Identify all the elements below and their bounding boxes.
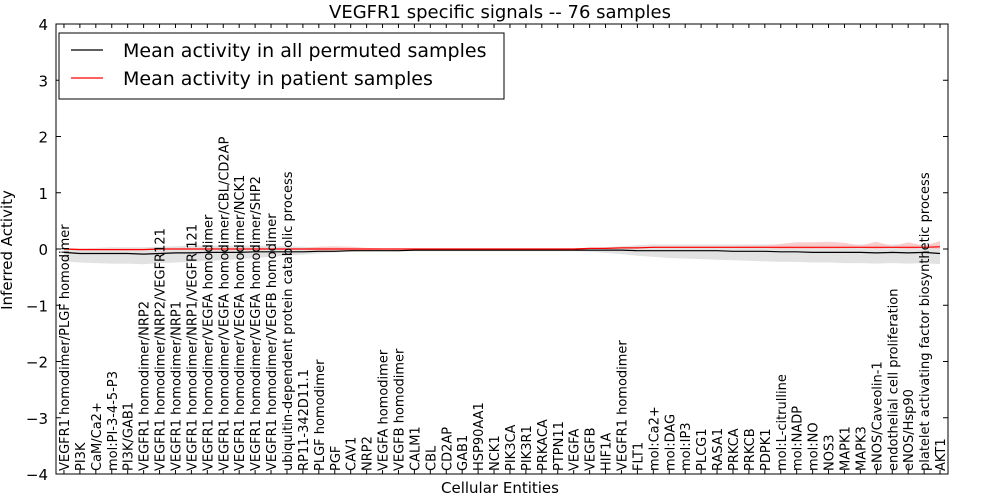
series-line-permuted [63,249,941,255]
x-tick-label: endothelial cell proliferation [886,289,901,472]
x-tick-label: mol:L-citrulline [775,374,790,471]
x-tick-label: PGF [329,446,344,471]
x-tick-label: mol:Ca2+ [647,406,662,471]
x-tick-label: NCK1 [488,435,503,471]
x-tick-label: VEGFR1 homodimer/VEGFB homodimer [265,213,280,471]
x-tick-label: VEGFR1 homodimer [616,340,631,471]
legend: Mean activity in all permuted samples Me… [58,32,505,100]
y-tick-label: −1 [26,297,48,315]
x-tick-label: HSP90AA1 [472,402,487,471]
x-tick-label: PDPK1 [759,429,774,472]
x-tick-label: RASA1 [711,428,726,471]
y-axis: −4 −3 −2 −1 0 1 2 3 4 [26,16,948,484]
y-tick-label: 0 [38,241,48,259]
x-tick-label: VEGFR1 homodimer/NRP2/VEGFR121 [154,228,169,471]
legend-label-patient: Mean activity in patient samples [123,68,433,90]
x-tick-label: CaM/Ca2+ [90,402,105,471]
y-tick-label: −4 [26,466,48,484]
x-tick-label: PI3K/GAB1 [122,402,137,471]
x-tick-label: VEGFR1 homodimer/VEGFA homodimer/SHP2 [249,176,264,471]
x-tick-label: PIK3CA [504,424,519,471]
x-axis-label: Cellular Entities [441,479,559,497]
x-tick-label: MAPK3 [854,426,869,471]
y-tick-label: 3 [38,72,48,90]
x-tick-label: mol:IP3 [679,422,694,471]
x-tick-label: VEGFR1 homodimer/NRP1 [170,301,185,471]
x-tick-label: VEGFR1 homodimer/NRP2 [138,301,153,471]
x-tick-label: mol:PI-3-4-5-P3 [106,371,121,471]
x-tick-label: VEGFA [568,429,583,471]
x-tick-label: CBL [424,445,439,471]
x-tick-label: VEGFA homodimer [377,349,392,471]
x-tick-label: PRKCB [743,428,758,471]
x-tick-label: VEGFB homodimer [393,348,408,471]
x-tick-label: AKT1 [934,438,949,471]
x-tick-label: CALM1 [408,426,423,471]
x-tick-label: mol:NO [807,422,822,471]
series-line-patient [63,246,941,251]
x-tick-label: CD2AP [440,427,455,471]
x-tick-label: VEGFR1 homodimer/VEGFA homodimer/NCK1 [233,175,248,471]
x-tick-label: RP11-342D11.1 [297,369,312,471]
x-tick-label: VEGFR1 homodimer/VEGFA homodimer/CBL/CD2… [217,136,232,471]
x-tick-label: NRP2 [361,436,376,471]
legend-box [58,32,505,100]
legend-label-permuted: Mean activity in all permuted samples [123,40,486,62]
x-tick-label: PI3K [74,442,89,471]
x-tick-label: mol:DAG [663,414,678,471]
x-tick-label: CAV1 [345,437,360,471]
y-tick-label: −2 [26,354,48,372]
x-tick-label: ubiquitin-dependent protein catabolic pr… [281,171,296,471]
chart-title: VEGFR1 specific signals -- 76 samples [329,2,671,23]
y-tick-label: 1 [38,185,48,203]
x-tick-label: GAB1 [456,435,471,471]
x-tick-label: VEGFB [584,427,599,471]
x-tick-label: PLCG1 [695,428,710,471]
series-lines [63,246,941,255]
x-tick-label: PRKCA [727,428,742,471]
x-tick-label: VEGFR1 homodimer/PLGF homodimer [58,224,73,471]
y-tick-label: −3 [26,410,48,428]
x-tick-label: PRKACA [536,419,551,471]
x-tick-label: mol:NADP [791,406,806,471]
x-tick-label: VEGFR1 homodimer/NRP1/VEGFR 121 [185,224,200,471]
plot-frame [55,23,949,475]
x-tick-label: eNOS/Hsp90 [902,389,917,471]
y-tick-label: 4 [38,16,48,34]
x-axis: VEGFR1 homodimer/PLGF homodimer PI3K CaM/C… [58,24,949,474]
x-tick-label: platelet activating factor biosynthetic … [918,172,933,471]
x-tick-label: MAPK1 [839,426,854,471]
x-tick-label: NOS3 [823,435,838,471]
x-tick-label: PLGF homodimer [313,359,328,471]
x-tick-label: HIF1A [600,433,615,471]
x-tick-label: PIK3R1 [520,425,535,471]
y-tick-label: 2 [38,129,48,147]
x-tick-label: PTPN11 [552,421,567,471]
x-tick-label: VEGFR1 homodimer/VEGFA homodimer [201,214,216,471]
x-tick-label: FLT1 [631,442,646,471]
x-tick-label: eNOS/Caveolin-1 [870,361,885,471]
y-axis-label: Inferred Activity [0,190,16,310]
